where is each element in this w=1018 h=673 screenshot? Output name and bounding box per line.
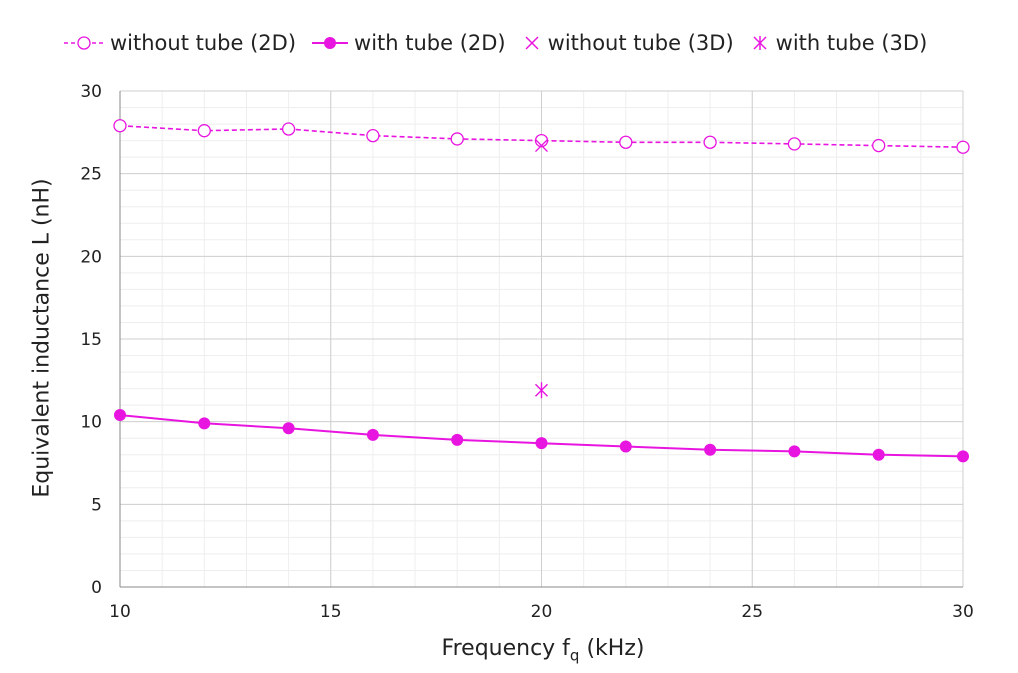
data-point-open-circle [366,128,380,143]
legend-label: with tube (3D) [775,31,928,55]
legend-swatch-dashed-open-circle [64,36,104,50]
legend-item-with-tube-2d: with tube (2D) [310,31,506,55]
data-point-open-circle [534,133,549,148]
legend-swatch-asterisk-marker [753,36,767,50]
y-tick-label: 5 [91,495,102,515]
data-point-open-circle [619,135,633,149]
y-tick-label: 10 [80,413,102,433]
data-point-filled-circle [788,445,801,458]
y-tick-label: 20 [80,247,102,267]
data-point-filled-circle [114,409,126,422]
data-point-filled-circle [535,437,548,450]
data-point-open-circle [956,140,970,154]
data-point-open-circle [281,122,296,136]
data-point-filled-circle [704,443,717,456]
data-point-open-circle [872,138,886,153]
data-point-asterisk-marker [535,382,548,399]
series-line-0 [119,124,964,148]
y-axis-title: Equivalent inductance L (nH) [29,178,55,498]
x-tick-label: 30 [952,602,974,622]
x-axis-title-main: Frequency f [441,636,570,661]
data-point-filled-circle [282,422,295,435]
legend-swatch-x-marker [525,36,539,50]
data-point-open-circle [787,137,802,151]
x-axis-title-subscript: q [569,646,580,665]
y-tick-label: 30 [80,82,102,102]
data-point-open-circle [113,119,127,133]
y-tick-label: 25 [80,165,102,185]
data-point-filled-circle [872,448,885,461]
data-point-filled-circle [366,428,379,441]
x-axis-title-unit: (kHz) [579,636,645,661]
legend-item-without-tube-3d: without tube (3D) [520,31,734,55]
data-point-open-circle [703,135,717,149]
legend-swatch-solid-filled-circle [312,37,349,49]
x-tick-label: 25 [741,602,763,622]
legend-label: without tube (2D) [110,31,297,55]
data-point-filled-circle [451,433,464,446]
data-point-open-circle [197,124,211,138]
x-tick-label: 20 [531,602,553,622]
legend: without tube (2D) with tube (2D) without… [62,28,941,58]
legend-label: without tube (3D) [547,31,734,55]
data-point-filled-circle [957,450,969,463]
x-tick-label: 15 [320,602,342,622]
x-axis-title: Frequency fq (kHz) [442,636,645,664]
data-point-open-circle [450,132,464,146]
data-point-filled-circle [619,440,632,453]
x-tick-label: 10 [109,602,131,622]
data-point-filled-circle [198,417,211,430]
data-point-x-marker [535,139,548,153]
y-tick-label: 15 [80,330,102,350]
legend-item-with-tube-3d: with tube (3D) [748,31,928,55]
legend-label: with tube (2D) [354,31,506,55]
legend-item-without-tube-2d: without tube (2D) [62,31,296,55]
y-tick-label: 0 [91,578,102,598]
